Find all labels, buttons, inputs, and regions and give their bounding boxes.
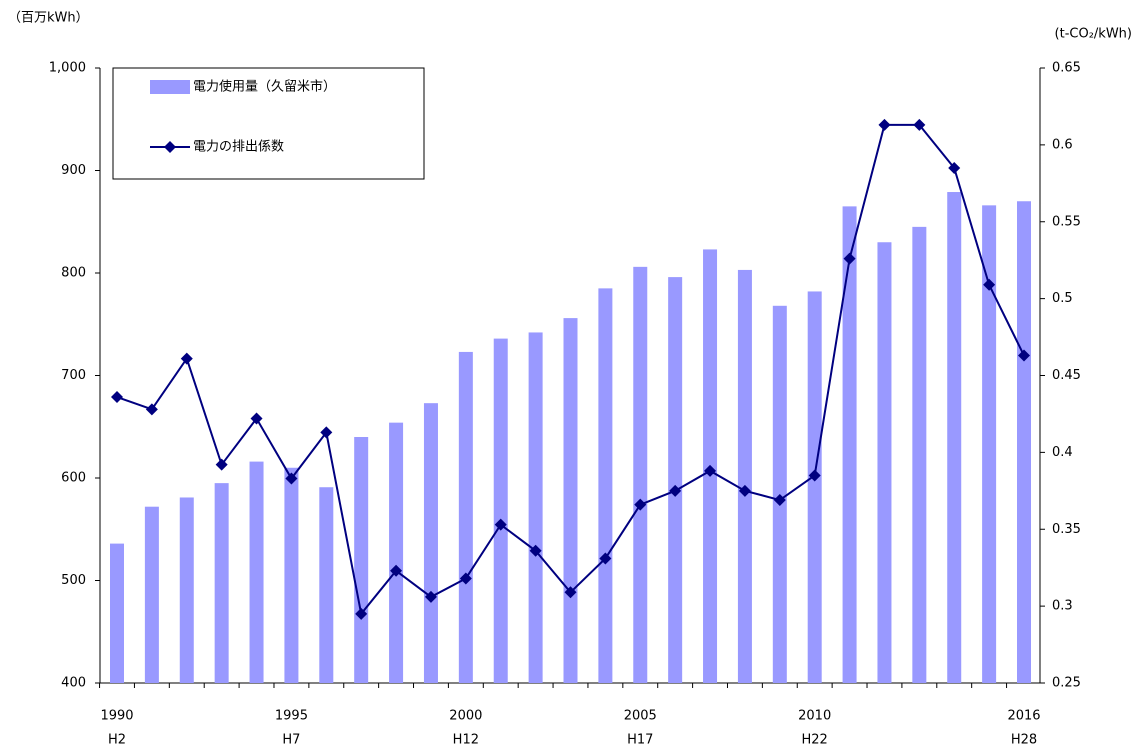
x-tick-label-2: H12 xyxy=(453,733,479,748)
bar xyxy=(633,266,648,683)
legend-swatch xyxy=(150,80,190,94)
y-tick-label: 1,000 xyxy=(49,61,86,76)
marker xyxy=(1018,349,1030,362)
marker xyxy=(424,590,437,603)
marker xyxy=(983,278,996,291)
marker xyxy=(215,458,228,471)
bar xyxy=(389,422,404,683)
marker xyxy=(878,118,891,131)
x-tick-label-2: H17 xyxy=(627,733,653,748)
marker xyxy=(285,472,298,485)
bar xyxy=(668,277,683,683)
marker xyxy=(180,352,193,365)
marker xyxy=(773,494,786,507)
bar xyxy=(423,403,438,683)
x-tick-label-2: H2 xyxy=(108,733,126,748)
bar xyxy=(807,291,822,683)
marker xyxy=(913,118,926,131)
bar xyxy=(144,506,159,683)
x-tick-label-2: H7 xyxy=(282,733,300,748)
bar xyxy=(493,338,508,683)
y-tick-label: 800 xyxy=(61,266,86,281)
bar xyxy=(1017,201,1031,683)
legend-label: 電力の排出係数 xyxy=(193,140,284,155)
marker xyxy=(320,426,333,439)
x-tick-label: 2010 xyxy=(798,709,831,724)
marker xyxy=(529,544,542,557)
bar xyxy=(458,351,473,683)
y2-axis-label: (t-CO₂/kWh) xyxy=(1055,27,1132,42)
marker xyxy=(459,572,472,585)
y-tick-label: 400 xyxy=(61,676,86,691)
bar xyxy=(284,467,299,683)
bar xyxy=(947,192,962,683)
bar xyxy=(737,269,752,683)
bar xyxy=(179,497,194,683)
bar xyxy=(528,332,543,683)
marker xyxy=(669,484,682,497)
bar xyxy=(249,461,264,683)
x-tick-label: 2000 xyxy=(449,709,482,724)
marker xyxy=(738,484,751,497)
bar xyxy=(319,487,334,683)
marker xyxy=(250,412,263,425)
y2-tick-label: 0.25 xyxy=(1052,676,1081,691)
y2-tick-label: 0.4 xyxy=(1052,445,1073,460)
x-tick-label: 2016 xyxy=(1007,709,1040,724)
y2-tick-label: 0.55 xyxy=(1052,214,1081,229)
bar xyxy=(598,288,613,683)
y2-tick-label: 0.3 xyxy=(1052,599,1073,614)
y2-tick-label: 0.5 xyxy=(1052,291,1073,306)
y-tick-label: 900 xyxy=(61,163,86,178)
legend-label: 電力使用量（久留米市） xyxy=(193,79,336,95)
y-tick-label: 500 xyxy=(61,573,86,588)
marker xyxy=(145,403,158,416)
marker xyxy=(564,586,577,599)
marker xyxy=(111,391,123,404)
bar xyxy=(563,318,578,683)
y2-tick-label: 0.6 xyxy=(1052,137,1073,152)
marker xyxy=(808,469,821,482)
bar xyxy=(912,226,927,683)
bar xyxy=(110,543,124,683)
bar xyxy=(982,205,997,683)
x-tick-label: 2005 xyxy=(624,709,657,724)
x-tick-label-2: H28 xyxy=(1011,733,1037,748)
bar xyxy=(877,242,892,683)
marker xyxy=(948,161,961,174)
y2-tick-label: 0.65 xyxy=(1052,61,1081,76)
y2-tick-label: 0.35 xyxy=(1052,522,1081,537)
marker xyxy=(494,518,507,531)
y-tick-label: 700 xyxy=(61,368,86,383)
y-tick-label: 600 xyxy=(61,471,86,486)
x-tick-label: 1995 xyxy=(275,709,308,724)
marker xyxy=(599,552,612,565)
marker xyxy=(704,464,717,477)
marker xyxy=(843,252,856,265)
legend-swatch-marker xyxy=(164,141,176,153)
marker xyxy=(390,564,403,577)
y2-tick-label: 0.45 xyxy=(1052,368,1081,383)
bar xyxy=(214,483,229,683)
bar xyxy=(354,437,369,683)
marker xyxy=(634,498,647,511)
y-axis-label: （百万kWh） xyxy=(8,11,89,26)
marker xyxy=(355,607,368,620)
x-tick-label: 1990 xyxy=(100,709,133,724)
x-tick-label-2: H22 xyxy=(802,733,828,748)
bar xyxy=(842,206,857,683)
